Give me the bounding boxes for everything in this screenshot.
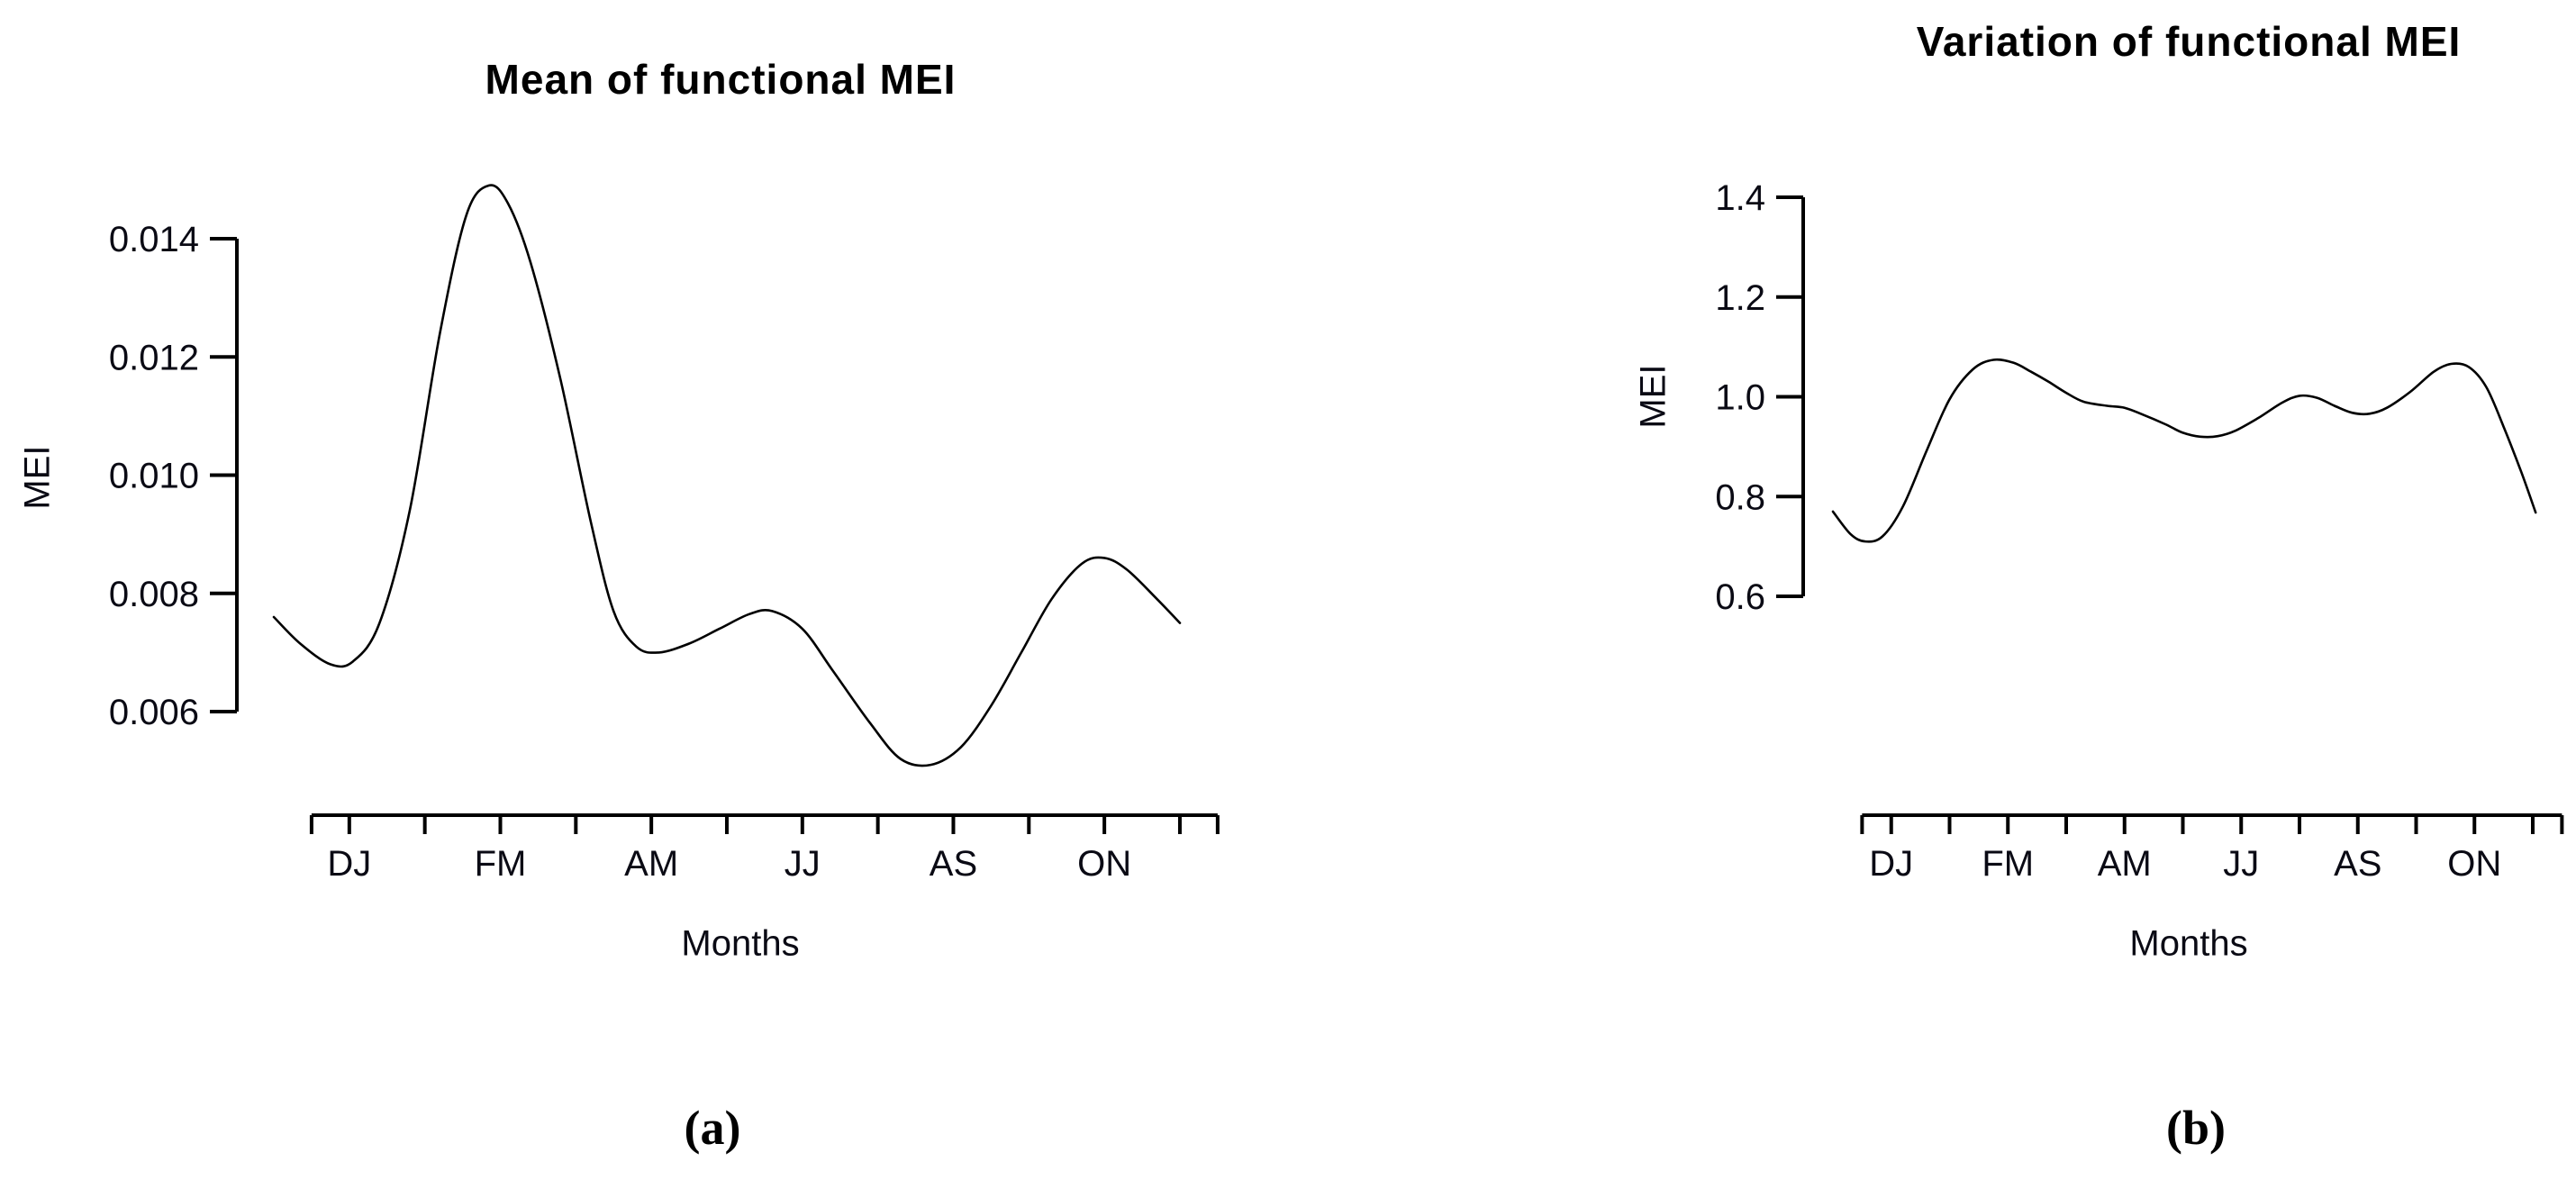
variation-functional-mei-curve (1831, 358, 2537, 543)
mean-functional-mei-curve (272, 184, 1182, 767)
left-chart-title: Mean of functional MEI (485, 56, 957, 103)
y-tick-label: 1.0 (1715, 378, 1765, 418)
x-tick-label: DJ (327, 844, 371, 884)
x-tick-label: FM (475, 844, 527, 884)
right-y-axis-title: MEI (1633, 364, 1673, 429)
x-tick-label: JJ (2223, 844, 2259, 884)
y-tick-label: 0.008 (109, 575, 199, 614)
x-tick-label: AS (2334, 844, 2381, 884)
y-tick-label: 0.010 (109, 457, 199, 496)
x-tick-label: AM (2098, 844, 2152, 884)
y-tick-label: 0.014 (109, 220, 199, 259)
x-tick-label: ON (2447, 844, 2501, 884)
x-tick-label: FM (1982, 844, 2034, 884)
y-tick-label: 1.2 (1715, 278, 1765, 318)
left-x-axis-title: Months (681, 923, 800, 964)
left-y-axis-title: MEI (17, 445, 58, 510)
x-tick-label: DJ (1869, 844, 1913, 884)
y-tick-label: 0.006 (109, 693, 199, 732)
y-tick-label: 1.4 (1715, 178, 1765, 218)
y-tick-label: 0.8 (1715, 477, 1765, 517)
right-chart-title: Variation of functional MEI (1916, 18, 2462, 65)
right-x-axis-title: Months (2129, 923, 2248, 964)
x-tick-label: JJ (785, 844, 821, 884)
caption-panel-b: (b) (2166, 1101, 2226, 1155)
x-tick-label: ON (1077, 844, 1131, 884)
y-tick-label: 0.012 (109, 338, 199, 377)
caption-panel-a: (a) (684, 1101, 741, 1155)
x-tick-label: AM (624, 844, 678, 884)
y-tick-label: 0.6 (1715, 577, 1765, 617)
x-tick-label: AS (930, 844, 977, 884)
